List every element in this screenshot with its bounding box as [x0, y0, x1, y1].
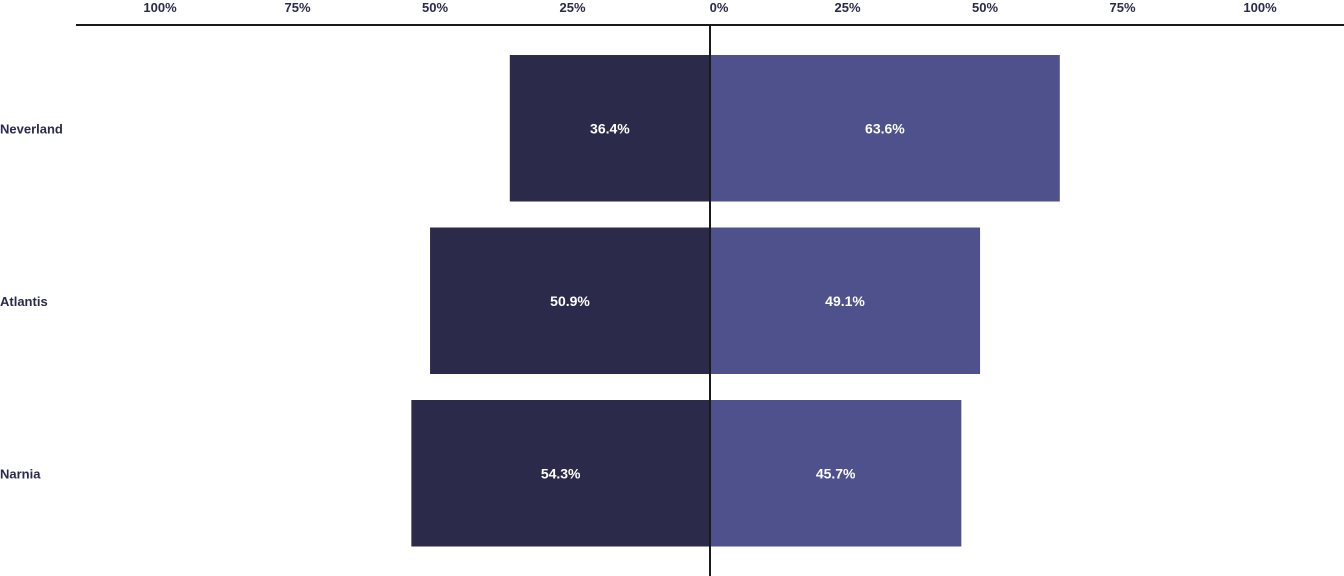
category-label-atlantis: Atlantis: [0, 294, 48, 309]
x-tick-label: 75%: [1109, 0, 1135, 15]
x-tick-label: 100%: [143, 0, 177, 15]
data-labels-layer: 36.4% 50.9% 54.3% 63.6% 49.1% 45.7%: [541, 120, 905, 481]
x-tick-label: 0%: [710, 0, 729, 15]
x-tick-label: 75%: [284, 0, 310, 15]
x-axis: 100% 75% 50% 25% 0% 25% 50% 75% 100%: [76, 0, 1344, 576]
bar-neverland-right: [710, 55, 1060, 202]
data-label-atlantis-left: 50.9%: [550, 293, 590, 309]
x-tick-label: 25%: [834, 0, 860, 15]
data-label-narnia-left: 54.3%: [541, 465, 581, 481]
bar-narnia-right: [710, 400, 962, 547]
data-label-atlantis-right: 49.1%: [825, 293, 865, 309]
data-label-neverland-right: 63.6%: [865, 120, 905, 136]
category-label-neverland: Neverland: [0, 121, 63, 136]
bar-atlantis-right: [710, 227, 981, 374]
x-tick-label: 50%: [972, 0, 998, 15]
bars-layer: [411, 55, 1060, 547]
category-label-narnia: Narnia: [0, 466, 41, 481]
data-label-neverland-left: 36.4%: [590, 120, 630, 136]
bar-narnia-left: [411, 400, 710, 547]
x-tick-label: 50%: [422, 0, 448, 15]
bar-atlantis-left: [430, 227, 710, 374]
category-labels: Neverland Atlantis Narnia: [0, 121, 63, 481]
x-tick-label: 100%: [1243, 0, 1277, 15]
data-label-narnia-right: 45.7%: [816, 465, 856, 481]
x-tick-label: 25%: [559, 0, 585, 15]
bar-neverland-left: [509, 55, 710, 202]
